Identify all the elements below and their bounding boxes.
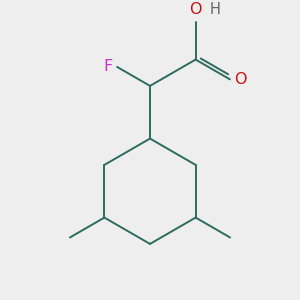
Text: H: H xyxy=(210,2,220,17)
Text: F: F xyxy=(103,59,113,74)
Text: O: O xyxy=(189,2,202,17)
Text: O: O xyxy=(234,72,246,87)
